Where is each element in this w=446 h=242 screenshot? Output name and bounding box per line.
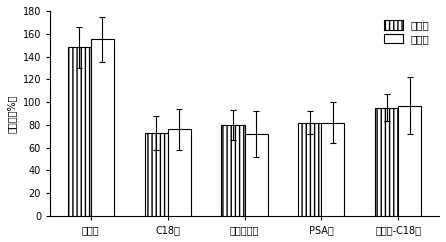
Bar (322, 123, 344, 216)
Bar (244, 134, 268, 216)
Bar (298, 123, 322, 216)
Bar (91, 39, 114, 216)
Bar (68, 47, 91, 216)
Bar (168, 129, 191, 216)
Y-axis label: 回收率（%）: 回收率（%） (7, 94, 17, 133)
Bar (145, 133, 168, 216)
Legend: 三价砷, 五价砷: 三价砷, 五价砷 (380, 16, 434, 48)
Bar (222, 125, 244, 216)
Bar (375, 108, 398, 216)
Bar (398, 106, 421, 216)
